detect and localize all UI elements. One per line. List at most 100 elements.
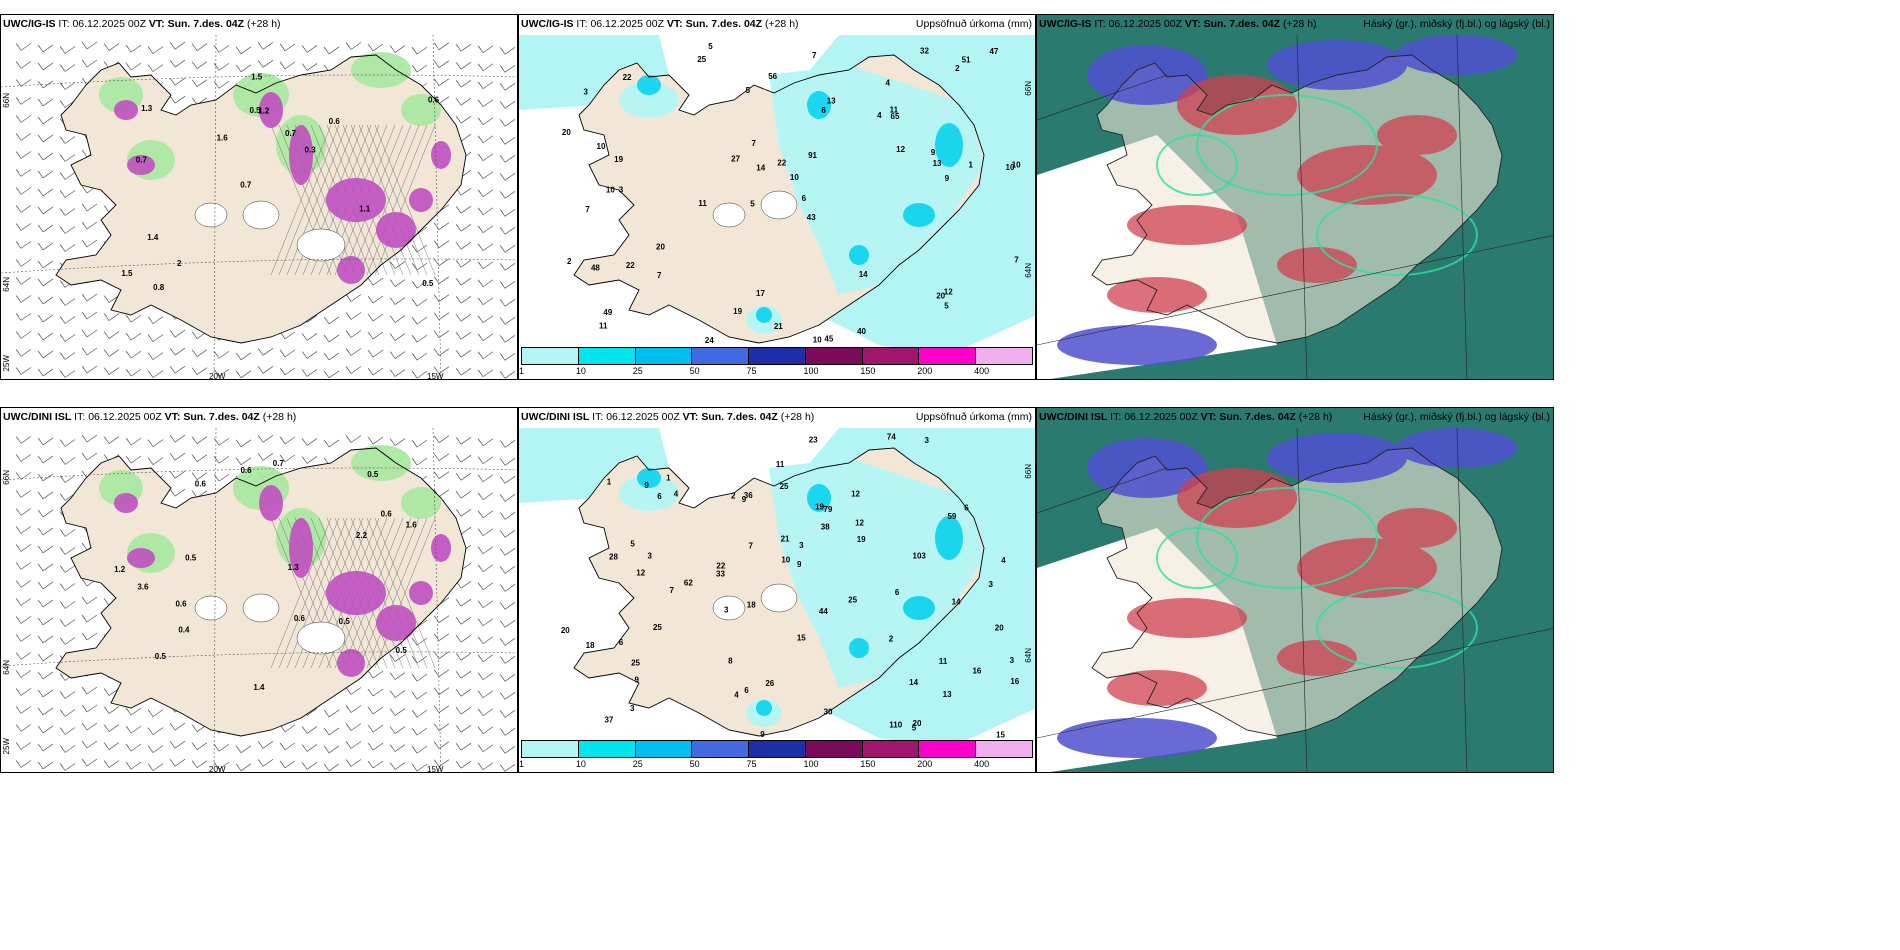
wind-barb <box>477 261 494 270</box>
wind-barb <box>37 437 54 446</box>
low-cloud-area <box>1397 35 1517 75</box>
precip-value-label: 0.5 <box>396 646 408 655</box>
graticule-line <box>1296 427 1308 772</box>
wind-barb <box>367 367 384 376</box>
wind-barb <box>455 760 472 769</box>
wind-barb <box>103 367 120 375</box>
wind-barb <box>59 745 76 753</box>
accum-value-label: 14 <box>756 164 765 173</box>
wind-barb <box>345 705 362 713</box>
graticule-line <box>1456 427 1468 772</box>
wind-barb <box>455 436 472 445</box>
wind-barb <box>389 672 406 680</box>
wind-barb <box>235 457 252 466</box>
wind-barb <box>279 436 296 445</box>
accum-value-label: 36 <box>744 491 753 500</box>
wind-barb <box>433 687 450 695</box>
wind-barb <box>477 438 494 447</box>
precip-mid-area <box>849 245 869 265</box>
wind-barb <box>169 347 186 356</box>
panel-r2-accum-precip: UWC/DINI ISL IT: 06.12.2025 00Z VT: Sun.… <box>518 407 1036 773</box>
panel-variable-title: Uppsöfnuð úrkoma (mm) <box>915 411 1032 423</box>
wind-barb <box>499 493 516 502</box>
wind-barb <box>499 619 516 628</box>
magenta-precip-area <box>114 100 138 120</box>
wind-barb <box>411 763 428 772</box>
wind-barb <box>125 332 142 341</box>
lon-label-15: 15W <box>427 372 444 380</box>
wind-barb <box>15 670 32 678</box>
wind-barb <box>59 691 76 699</box>
wind-barb <box>477 225 494 234</box>
wind-barb <box>411 370 428 379</box>
wind-barb <box>213 455 230 464</box>
precip-value-label: 0.5 <box>249 106 261 115</box>
wind-barb <box>37 62 54 71</box>
legend-swatch <box>692 348 750 364</box>
graticule-line <box>1296 34 1308 379</box>
wind-barb <box>59 136 76 144</box>
wind-barb <box>257 741 274 749</box>
wind-barb <box>125 350 142 359</box>
wind-barb <box>59 565 76 573</box>
wind-barb <box>37 635 54 644</box>
precip-value-label: 0.7 <box>136 156 148 165</box>
graticule-line <box>432 427 442 772</box>
wind-barb <box>213 62 230 71</box>
wind-barb <box>169 722 186 731</box>
wind-barb <box>455 79 472 88</box>
lon-label-25: 25W <box>2 355 11 372</box>
low-cloud-area <box>1397 428 1517 468</box>
precip-value-label: 1.4 <box>147 233 159 242</box>
wind-barb <box>15 634 32 642</box>
low-cloud-area <box>1267 40 1407 90</box>
wind-barb <box>15 277 32 285</box>
wind-barb <box>15 349 32 357</box>
wind-barb <box>433 705 450 713</box>
accum-value-label: 49 <box>603 308 612 317</box>
wind-barb <box>345 312 362 320</box>
wind-barb <box>169 434 186 443</box>
wind-barb <box>59 709 76 717</box>
wind-barb <box>477 243 494 252</box>
wind-barb <box>367 760 384 769</box>
accum-value-label: 12 <box>855 518 864 527</box>
accum-value-label: 21 <box>781 534 790 543</box>
panel-variable-title: Uppsöfnuð úrkoma (mm) <box>915 18 1032 30</box>
legend-swatch <box>522 348 579 364</box>
wind-barb <box>367 277 384 286</box>
wind-barb <box>169 740 186 749</box>
legend-swatch <box>578 348 636 364</box>
wind-barb <box>499 226 516 235</box>
wind-barb <box>191 472 208 481</box>
wind-barb <box>499 352 516 361</box>
legend-tick-label: 400 <box>974 759 990 769</box>
wind-barb <box>477 564 494 573</box>
accum-value-label: 11 <box>599 322 608 331</box>
magenta-precip-area <box>289 518 313 578</box>
magenta-precip-area <box>409 581 433 605</box>
panel-r2-wind-precip: UWC/DINI ISL IT: 06.12.2025 00Z VT: Sun.… <box>0 407 518 773</box>
accum-value-label: 1 <box>968 161 973 170</box>
precip-over-land-area <box>769 65 984 295</box>
wind-barb <box>477 117 494 126</box>
lat-label-64: 64N <box>2 277 11 292</box>
legend-tick-label: 75 <box>746 759 757 769</box>
wind-barb <box>477 654 494 663</box>
accum-value-label: 19 <box>857 535 866 544</box>
high-cloud-edge <box>1316 587 1478 669</box>
accum-value-label: 56 <box>768 72 777 81</box>
glacier <box>242 593 280 623</box>
magenta-precip-area <box>326 571 386 615</box>
wind-barb <box>59 727 76 735</box>
legend-swatch <box>749 741 806 757</box>
wind-barb <box>59 190 76 198</box>
wind-barb <box>455 706 472 715</box>
accum-value-label: 9 <box>945 174 950 183</box>
graticule <box>1037 427 1553 772</box>
wind-barb <box>389 690 406 698</box>
wind-barb <box>15 97 32 105</box>
wind-barb <box>499 763 516 772</box>
accum-value-label: 3 <box>799 541 804 550</box>
wind-barb <box>411 244 428 253</box>
